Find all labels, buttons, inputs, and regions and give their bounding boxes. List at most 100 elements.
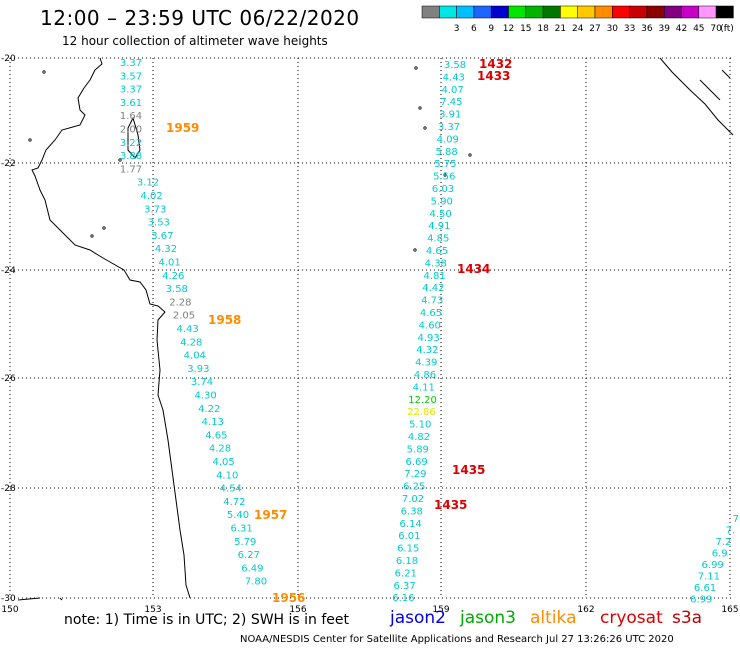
legend-jason2: jason2	[390, 608, 446, 628]
swh-value: 3.67	[151, 231, 173, 242]
swh-value: 4.01	[158, 258, 180, 269]
lat-label: -30	[1, 594, 16, 604]
swh-value: 5.75	[434, 159, 456, 170]
swh-value: 3.58	[166, 284, 188, 295]
island-outline	[721, 69, 731, 79]
reef-outline	[127, 116, 141, 159]
swh-value: 4.39	[415, 358, 437, 369]
swh-value: 6.03	[432, 184, 454, 195]
legend-tick-label: 36	[641, 24, 653, 34]
swh-value: 7.11	[698, 572, 720, 583]
swh-value: 3.91	[439, 110, 461, 121]
swh-value: 2.28	[169, 297, 191, 308]
island	[413, 248, 417, 252]
swh-value: 2.00	[120, 125, 142, 136]
swh-value: 4.54	[220, 484, 242, 495]
island	[414, 66, 418, 70]
swh-value: 4.50	[429, 209, 451, 220]
island	[468, 153, 472, 157]
swh-value: 4.13	[202, 417, 224, 428]
swh-value: 5.88	[435, 147, 457, 158]
swh-value: 7.2	[715, 537, 731, 548]
swh-value: 6.16	[392, 593, 414, 604]
swh-value: 6.25	[403, 482, 425, 493]
swh-value: 5.56	[433, 172, 455, 183]
lat-label: -24	[1, 266, 16, 276]
legend-tick-label: 30	[607, 24, 619, 34]
time-label: 1435	[452, 463, 485, 477]
swh-value: 4.42	[422, 283, 444, 294]
swh-value: 4.10	[216, 470, 238, 481]
island	[418, 106, 422, 110]
legend-s3a: s3a	[672, 608, 703, 628]
legend-swatch	[715, 5, 734, 19]
swh-value: 3.37	[120, 58, 142, 69]
swh-value: 3.74	[191, 377, 213, 388]
island	[423, 126, 427, 130]
island	[42, 70, 46, 74]
lon-label: 150	[1, 605, 18, 615]
lat-label: -20	[1, 54, 16, 64]
swh-value: 6.27	[238, 550, 260, 561]
swh-value: 4.22	[198, 404, 220, 415]
time-label: 1434	[457, 262, 490, 276]
time-label: 1432	[479, 57, 512, 71]
legend-tick-label: 42	[676, 24, 687, 34]
lon-label: 153	[144, 605, 161, 615]
swh-value: 3.37	[438, 122, 460, 133]
swh-value: 4.85	[427, 234, 449, 245]
swh-value: 3.58	[444, 60, 466, 71]
time-label: 1433	[477, 69, 510, 83]
coastline	[17, 57, 191, 601]
swh-value: 5.10	[409, 420, 431, 431]
swh-value: 4.09	[437, 134, 459, 145]
swh-value: 7	[733, 514, 739, 525]
swh-value: 6.18	[396, 556, 418, 567]
swh-value: 7.80	[245, 577, 267, 588]
legend-jason3: jason3	[460, 608, 516, 628]
swh-value: 4.26	[162, 271, 184, 282]
swh-value: 4.65	[420, 308, 442, 319]
swh-value: 3.57	[120, 71, 142, 82]
legend-tick-label: 39	[658, 24, 670, 34]
swh-value: 4.60	[419, 320, 441, 331]
swh-value: 4.32	[416, 345, 438, 356]
swh-value: 4.72	[223, 497, 245, 508]
legend-tick-label: 21	[555, 24, 566, 34]
swh-value: 4.30	[194, 391, 216, 402]
island-outline	[699, 79, 721, 101]
swh-value: 6.69	[405, 457, 427, 468]
swh-value: 4.86	[414, 370, 436, 381]
map-title: 12:00 – 23:59 UTC 06/22/2020	[40, 6, 360, 30]
time-label: 1956	[272, 591, 305, 605]
time-label: 1958	[208, 313, 241, 327]
swh-value: 6.9	[712, 549, 728, 560]
swh-value: 1.77	[120, 164, 142, 175]
swh-value: 4.04	[184, 351, 206, 362]
legend-tick-label: 12	[503, 24, 514, 34]
legend-tick-label: 70	[710, 24, 722, 34]
island	[443, 173, 447, 177]
legend-cryosat: cryosat	[600, 608, 663, 628]
legend-tick-label: 6	[471, 24, 477, 34]
swh-value: 3.53	[148, 218, 170, 229]
lon-label: 156	[289, 605, 306, 615]
swh-value: 5.90	[431, 196, 453, 207]
swh-value: 2.05	[173, 311, 195, 322]
lon-label: 159	[432, 605, 449, 615]
swh-value: 4.02	[140, 191, 162, 202]
lon-label: 162	[577, 605, 594, 615]
legend-tick-label: 15	[520, 24, 531, 34]
legend-tick-label: 45	[693, 24, 704, 34]
swh-value: 3.12	[137, 178, 159, 189]
lat-label: -22	[1, 159, 16, 169]
swh-value: 6.38	[401, 506, 423, 517]
swh-value: 4.28	[180, 337, 202, 348]
swh-value: 6.49	[241, 563, 263, 574]
swh-value: 4.38	[425, 258, 447, 269]
swh-value: 3.93	[187, 364, 209, 375]
swh-value: 7.45	[440, 97, 462, 108]
swh-value: 6.15	[397, 544, 419, 555]
swh-value: 7.	[726, 526, 736, 537]
